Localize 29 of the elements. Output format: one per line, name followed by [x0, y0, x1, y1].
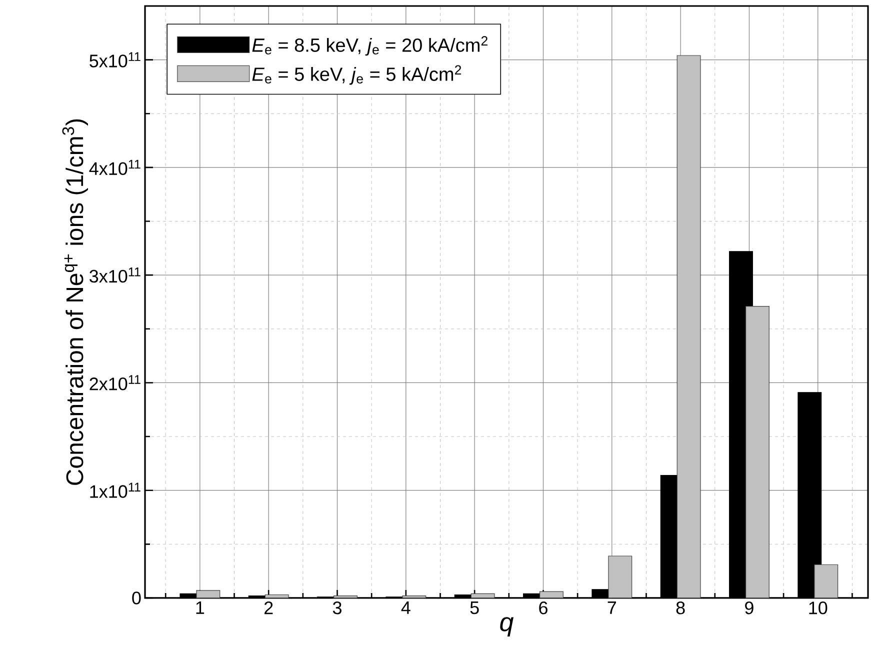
x-tick-label: 4 [401, 602, 410, 614]
x-axis-title: q [500, 617, 514, 636]
x-tick-label: 7 [608, 602, 616, 614]
y-tick-label: 1x10$^{11}$ [90, 482, 140, 498]
legend-label: E$_{e}$ = 8.5 keV, j$_{e}$ = 20 kA/cm$^{2}$ [252, 36, 488, 56]
y-tick-label: 4x10$^{11}$ [89, 160, 140, 175]
x-tick-label: 10 [809, 602, 828, 614]
bar [334, 596, 358, 598]
x-tick-label: 9 [745, 602, 754, 614]
y-tick-label: 0 [132, 592, 141, 604]
bar [814, 564, 838, 598]
bar [540, 591, 564, 598]
bar [745, 306, 770, 598]
y-tick-label: 5x10$^{11}$ [90, 52, 140, 68]
x-tick-label: 8 [676, 602, 685, 614]
bar [196, 590, 220, 598]
y-axis-title: Concentration of Ne$^{q+}$ ions (1/cm$^{3}$) [62, 119, 88, 485]
bar [470, 593, 495, 598]
bar [402, 596, 426, 598]
bar [608, 556, 632, 598]
y-tick-label: 2x10$^{11}$ [90, 375, 140, 390]
x-tick-label: 1 [196, 602, 204, 614]
bar [264, 594, 289, 598]
x-tick-label: 3 [332, 602, 342, 614]
x-tick-label: 2 [264, 602, 273, 614]
legend-label: E$_{e}$ = 5 keV, j$_{e}$ = 5 kA/cm$^{2}$ [252, 65, 462, 85]
x-tick-label: 6 [539, 602, 548, 614]
x-tick-label: 5 [470, 602, 479, 614]
y-tick-label: 3x10$^{11}$ [90, 268, 140, 283]
